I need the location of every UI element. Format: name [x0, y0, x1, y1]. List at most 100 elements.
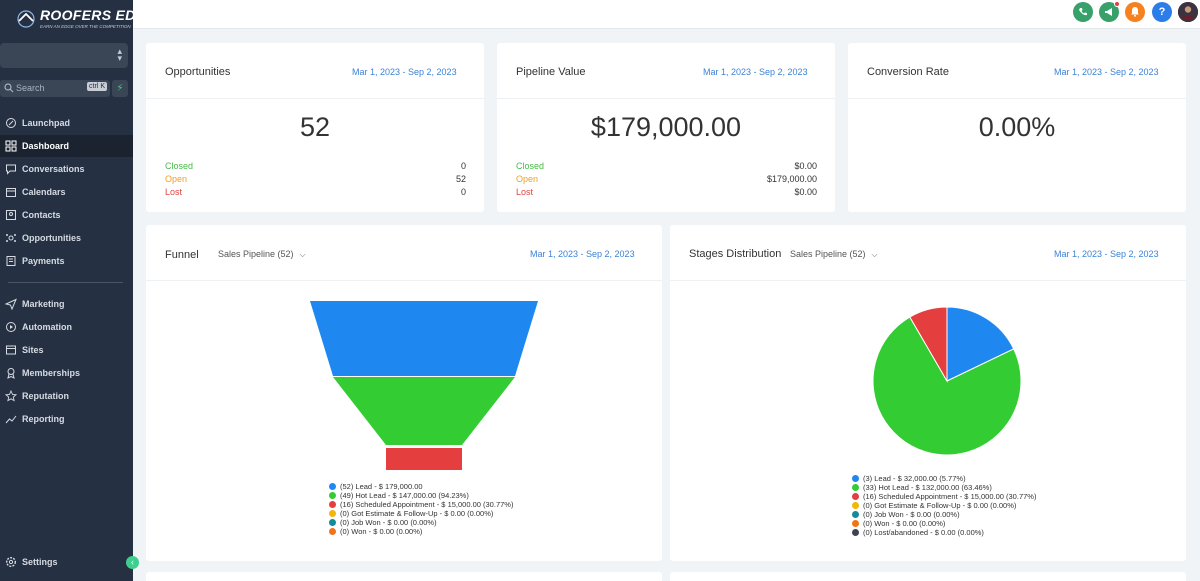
sidebar-item-label: Sites: [22, 345, 44, 355]
search-input[interactable]: Search ctrl K: [0, 80, 110, 97]
pipeline-select[interactable]: Sales Pipeline (52) ⌵: [218, 249, 306, 260]
sidebar-item-sites[interactable]: Sites: [0, 339, 133, 361]
pie-slice-lead[interactable]: [946, 306, 1015, 382]
sidebar-item-opportunities[interactable]: Opportunities: [0, 227, 133, 249]
sidebar-item-launchpad[interactable]: Launchpad: [0, 112, 133, 134]
sites-icon: [6, 345, 16, 355]
avatar[interactable]: [1178, 2, 1198, 22]
sidebar-item-reputation[interactable]: Reputation: [0, 385, 133, 407]
sidebar-item-contacts[interactable]: Contacts: [0, 204, 133, 226]
pipeline-value-total: $179,000.00: [590, 112, 742, 142]
announcements-button[interactable]: [1099, 1, 1120, 22]
send-icon: [5, 298, 17, 310]
sidebar-item-label: Calendars: [22, 187, 66, 197]
funnel-stage-scheduled-appointment[interactable]: [386, 448, 462, 470]
stages-legend-item[interactable]: (16) Scheduled Appointment - $ 15,000.00…: [852, 492, 1036, 501]
legend-label: (0) Won - $ 0.00 (0.00%): [340, 527, 423, 536]
legend-label: (0) Lost/abandoned - $ 0.00 (0.00%): [863, 528, 984, 537]
stages-legend-item[interactable]: (0) Job Won - $ 0.00 (0.00%): [852, 510, 1036, 519]
opportunities-total: 52: [299, 112, 331, 142]
sidebar-item-label: Memberships: [22, 368, 81, 378]
sidebar-item-calendars[interactable]: Calendars: [0, 181, 133, 203]
card-title: Stages Distribution: [689, 248, 782, 260]
sidebar-item-settings[interactable]: Settings: [0, 551, 133, 573]
account-switcher[interactable]: ▴ ▾: [0, 43, 128, 68]
stat-value: 0: [460, 187, 466, 197]
pipeline-select[interactable]: Sales Pipeline (52) ⌵: [790, 249, 878, 260]
funnel-legend-item[interactable]: (0) Job Won - $ 0.00 (0.00%): [329, 518, 513, 527]
date-range-picker[interactable]: Mar 1, 2023 - Sep 2, 2023: [1054, 249, 1159, 259]
funnel-legend-item[interactable]: (0) Won - $ 0.00 (0.00%): [329, 527, 513, 536]
stages-legend-item[interactable]: (3) Lead - $ 32,000.00 (5.77%): [852, 474, 1036, 483]
help-button[interactable]: ?: [1152, 2, 1172, 22]
funnel-stage-lead[interactable]: [310, 301, 538, 376]
stat-label: Open: [165, 174, 188, 184]
stages-distribution-card: Stages Distribution Sales Pipeline (52) ⌵…: [670, 225, 1186, 561]
stages-pie-chart: [872, 306, 1022, 456]
sidebar-item-reporting[interactable]: Reporting: [0, 408, 133, 430]
sidebar-item-label: Opportunities: [22, 233, 81, 243]
card-below: [670, 572, 1186, 581]
date-range-picker[interactable]: Mar 1, 2023 - Sep 2, 2023: [1054, 67, 1159, 77]
pie-slice-scheduled-appointment[interactable]: [909, 306, 948, 383]
sidebar-item-label: Automation: [22, 322, 72, 332]
stat-value: $0.00: [794, 161, 817, 171]
sidebar: ROOFERS EDGE EARN AN EDGE OVER THE COMPE…: [0, 0, 156, 581]
funnel-legend-item[interactable]: (49) Hot Lead - $ 147,000.00 (94.23%): [329, 491, 513, 500]
funnel-legend-item[interactable]: (52) Lead - $ 179,000.00: [329, 482, 513, 491]
legend-swatch: [329, 510, 336, 517]
funnel-stage-hot-lead[interactable]: [333, 377, 515, 445]
card-below: [146, 572, 662, 581]
phone-button[interactable]: [1073, 2, 1093, 22]
date-range-picker[interactable]: Mar 1, 2023 - Sep 2, 2023: [530, 249, 635, 259]
stat-label: Closed: [516, 161, 545, 171]
legend-swatch: [329, 519, 336, 526]
stages-legend-item[interactable]: (0) Lost/abandoned - $ 0.00 (0.00%): [852, 528, 1036, 537]
memberships-icon: [7, 368, 15, 379]
user-avatar-icon: [1178, 2, 1198, 22]
sidebar-item-dashboard[interactable]: Dashboard: [0, 135, 133, 157]
sidebar-item-payments[interactable]: Payments: [0, 250, 133, 272]
date-range-picker[interactable]: Mar 1, 2023 - Sep 2, 2023: [352, 67, 457, 77]
sidebar-item-label: Conversations: [22, 164, 85, 174]
stat-value: 52: [455, 174, 466, 184]
sidebar-item-conversations[interactable]: Conversations: [0, 158, 133, 180]
funnel-legend-item[interactable]: (16) Scheduled Appointment - $ 15,000.00…: [329, 500, 513, 509]
help-icon: ?: [1158, 6, 1166, 18]
funnel-chart: [310, 301, 538, 470]
phone-icon: [1079, 8, 1087, 16]
sidebar-item-memberships[interactable]: Memberships: [0, 362, 133, 384]
stat-label: Open: [516, 174, 539, 184]
stat-label: Closed: [165, 161, 194, 171]
stages-legend-item[interactable]: (0) Won - $ 0.00 (0.00%): [852, 519, 1036, 528]
notifications-button[interactable]: [1125, 2, 1145, 22]
sidebar-item-marketing[interactable]: Marketing: [0, 293, 133, 315]
legend-swatch: [852, 502, 859, 509]
card-header: Stages Distribution Sales Pipeline (52) ⌵…: [670, 225, 1186, 281]
legend-swatch: [329, 528, 336, 535]
chart-line-icon: [5, 415, 17, 424]
contacts-icon: [6, 210, 16, 220]
logo-text: ROOFERS EDGE: [40, 7, 157, 23]
card-title: Funnel: [165, 249, 199, 261]
stages-legend-item[interactable]: (33) Hot Lead - $ 132,000.00 (63.46%): [852, 483, 1036, 492]
funnel-legend-item[interactable]: (0) Got Estimate & Follow-Up - $ 0.00 (0…: [329, 509, 513, 518]
stages-legend-item[interactable]: (0) Got Estimate & Follow-Up - $ 0.00 (0…: [852, 501, 1036, 510]
card-header: Funnel Sales Pipeline (52) ⌵ Mar 1, 2023 …: [146, 225, 662, 281]
quick-action-bolt-icon[interactable]: ⚡: [112, 80, 128, 97]
collapse-sidebar-button[interactable]: ‹: [126, 556, 139, 569]
stat-label: Lost: [516, 187, 534, 197]
legend-label: (0) Job Won - $ 0.00 (0.00%): [340, 518, 437, 527]
legend-swatch: [852, 475, 859, 482]
legend-swatch: [852, 484, 859, 491]
legend-label: (3) Lead - $ 32,000.00 (5.77%): [863, 474, 966, 483]
sidebar-item-label: Marketing: [22, 299, 65, 309]
sidebar-item-label: Reporting: [22, 414, 65, 424]
search-placeholder: Search: [16, 83, 45, 93]
sidebar-item-automation[interactable]: Automation: [0, 316, 133, 338]
pie-slice-hot-lead[interactable]: [872, 316, 1022, 456]
search-icon: [4, 83, 14, 93]
search-shortcut: ctrl K: [87, 82, 107, 91]
date-range-picker[interactable]: Mar 1, 2023 - Sep 2, 2023: [703, 67, 808, 77]
app-logo[interactable]: ROOFERS EDGE EARN AN EDGE OVER THE COMPE…: [16, 7, 156, 35]
